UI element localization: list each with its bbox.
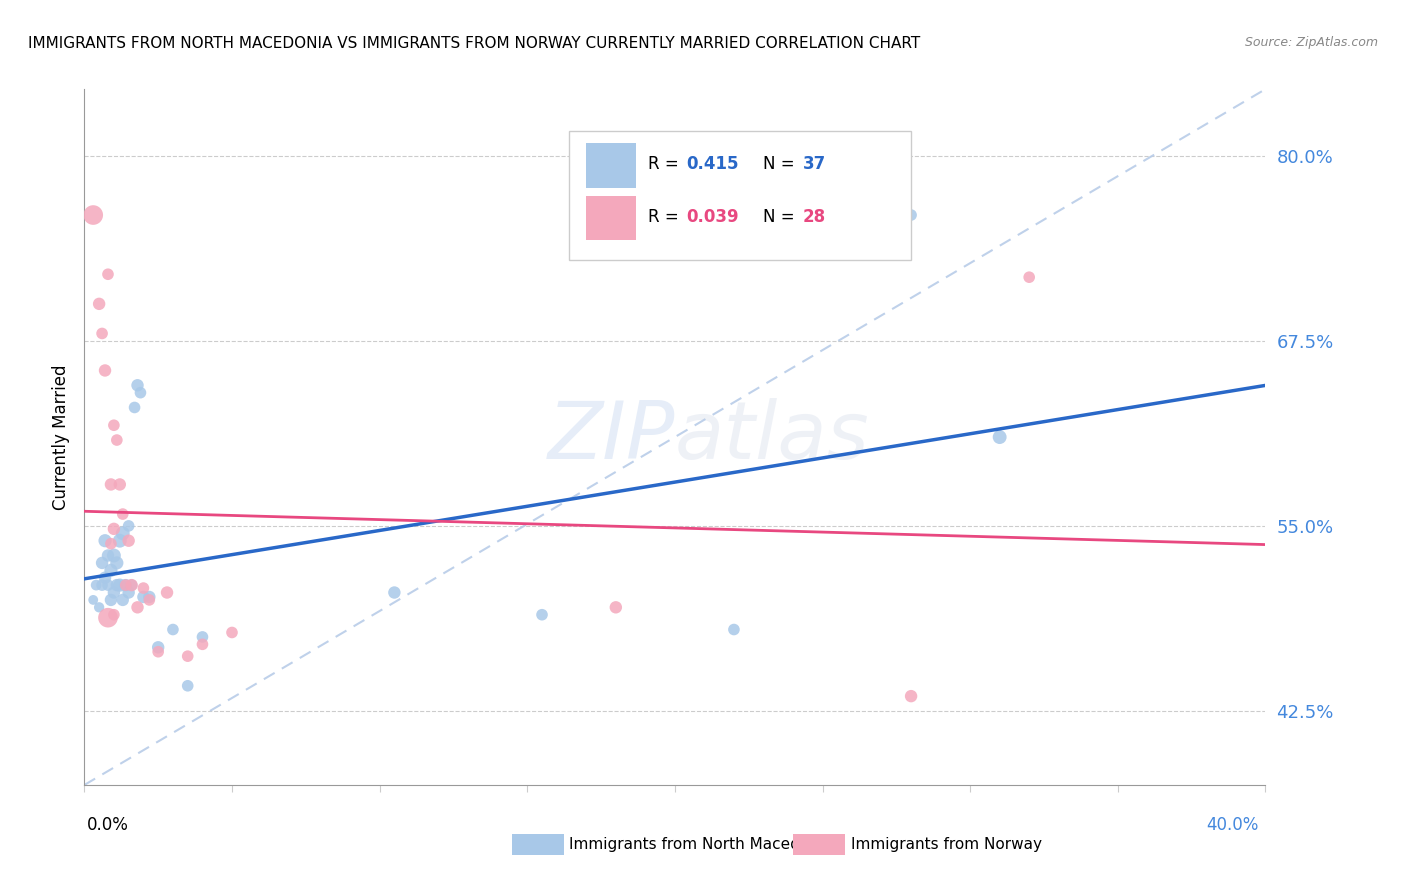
Point (97, 267, 120, 281)
Point (124, 401, 146, 415)
Text: Source: ZipAtlas.com: Source: ZipAtlas.com (1244, 36, 1378, 49)
Text: ZIP: ZIP (547, 398, 675, 476)
Point (94, 533, 117, 548)
Point (531, 607, 554, 622)
Point (118, 519, 141, 533)
Point (127, 600, 149, 615)
Point (100, 536, 122, 550)
Y-axis label: Currently Married: Currently Married (52, 364, 70, 510)
Text: 40.0%: 40.0% (1206, 816, 1258, 834)
Point (988, 430, 1011, 444)
Point (103, 418, 125, 433)
Point (105, 433, 128, 447)
Text: atlas: atlas (675, 398, 870, 476)
Text: N =: N = (763, 154, 800, 173)
Text: 0.0%: 0.0% (87, 816, 129, 834)
Point (103, 585, 125, 599)
Point (97, 578, 120, 592)
Text: 0.039: 0.039 (686, 208, 740, 226)
Point (114, 578, 136, 592)
Point (162, 623, 184, 637)
Point (723, 623, 745, 637)
Point (138, 593, 160, 607)
Point (114, 578, 136, 592)
Point (103, 522, 125, 536)
Point (111, 526, 134, 541)
Point (111, 593, 134, 607)
Point (900, 208, 922, 222)
Point (191, 630, 214, 644)
Point (100, 563, 122, 577)
Point (91, 556, 114, 570)
Point (191, 637, 214, 651)
Text: 28: 28 (803, 208, 825, 226)
Point (148, 645, 170, 659)
Point (156, 585, 179, 599)
Point (105, 578, 128, 592)
FancyBboxPatch shape (586, 195, 636, 240)
Point (177, 649, 200, 664)
Point (382, 585, 406, 599)
FancyBboxPatch shape (568, 131, 911, 260)
Point (129, 385, 152, 400)
Point (118, 585, 141, 599)
Point (100, 477, 122, 491)
Point (91, 326, 114, 341)
Text: IMMIGRANTS FROM NORTH MACEDONIA VS IMMIGRANTS FROM NORWAY CURRENTLY MARRIED CORR: IMMIGRANTS FROM NORTH MACEDONIA VS IMMIG… (28, 36, 921, 51)
Point (148, 640, 170, 655)
Point (127, 378, 149, 392)
Point (132, 581, 155, 595)
Point (87, 600, 111, 615)
Text: R =: R = (648, 208, 683, 226)
FancyBboxPatch shape (586, 144, 636, 188)
Point (103, 549, 125, 563)
Point (82, 208, 104, 222)
Text: R =: R = (648, 154, 683, 173)
Point (97, 549, 120, 563)
Point (605, 600, 627, 615)
Point (94, 363, 117, 377)
Point (94, 571, 117, 585)
Point (84, 578, 107, 592)
Point (91, 578, 114, 592)
Point (108, 533, 131, 548)
Point (82, 593, 104, 607)
Point (900, 689, 922, 703)
Point (100, 593, 122, 607)
Point (97, 610, 120, 624)
Point (121, 578, 143, 592)
Text: Immigrants from North Macedonia: Immigrants from North Macedonia (569, 838, 832, 852)
Point (1018, 270, 1040, 285)
Text: N =: N = (763, 208, 800, 226)
Point (138, 590, 160, 604)
Point (177, 679, 200, 693)
Text: 0.415: 0.415 (686, 154, 740, 173)
Point (105, 556, 128, 570)
Point (111, 507, 134, 521)
Point (87, 297, 111, 311)
Point (118, 533, 141, 548)
Text: Immigrants from Norway: Immigrants from Norway (851, 838, 1042, 852)
Point (221, 625, 243, 640)
Point (108, 578, 131, 592)
Point (103, 607, 125, 622)
Text: 37: 37 (803, 154, 825, 173)
Point (121, 578, 143, 592)
Point (108, 477, 131, 491)
Point (132, 590, 155, 604)
